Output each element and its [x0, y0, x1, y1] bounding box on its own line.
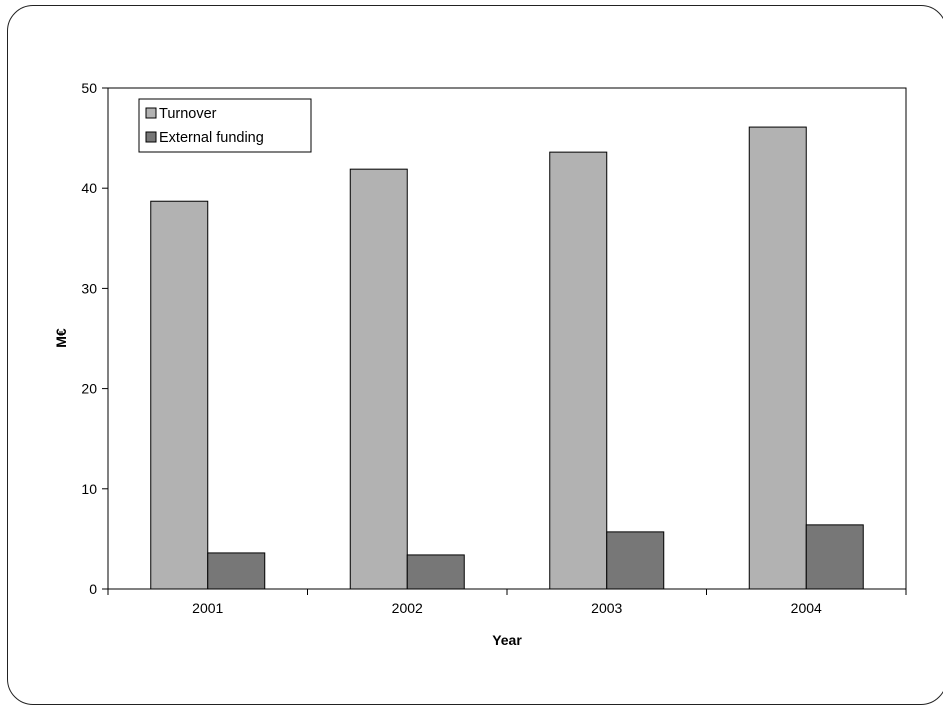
x-axis: 2001 2002 2003 2004: [107, 589, 907, 616]
legend-swatch-turnover: [145, 107, 157, 119]
x-tick-label: 2004: [791, 600, 822, 616]
bar-external-funding-2002: [406, 554, 465, 590]
y-tick-label: 30: [81, 280, 97, 296]
bar-turnover-2003: [549, 151, 608, 590]
legend-swatch-external-funding: [145, 131, 157, 143]
y-axis: 0 10 20 30 40 50: [81, 80, 108, 597]
legend-label-external-funding: External funding: [159, 130, 264, 146]
bar-external-funding-2004: [805, 524, 864, 590]
x-tick-label: 2002: [392, 600, 423, 616]
x-tick-label: 2003: [591, 600, 622, 616]
legend-label-turnover: Turnover: [159, 106, 217, 122]
y-tick-label: 40: [81, 180, 97, 196]
x-tick-label: 2001: [192, 600, 223, 616]
y-tick-label: 50: [81, 80, 97, 96]
bar-external-funding-2003: [606, 531, 665, 590]
bar-turnover-2004: [748, 126, 807, 590]
bar-turnover-2001: [150, 200, 209, 590]
x-axis-title: Year: [492, 632, 522, 648]
y-tick-label: 20: [81, 381, 97, 397]
y-tick-label: 10: [81, 481, 97, 497]
bar-turnover-2002: [349, 168, 408, 590]
y-axis-title: M€: [53, 328, 69, 348]
legend: Turnover External funding: [138, 98, 312, 153]
legend-box: [138, 98, 312, 153]
bars: [150, 126, 864, 590]
y-tick-label: 0: [89, 581, 97, 597]
bar-external-funding-2001: [207, 552, 266, 590]
